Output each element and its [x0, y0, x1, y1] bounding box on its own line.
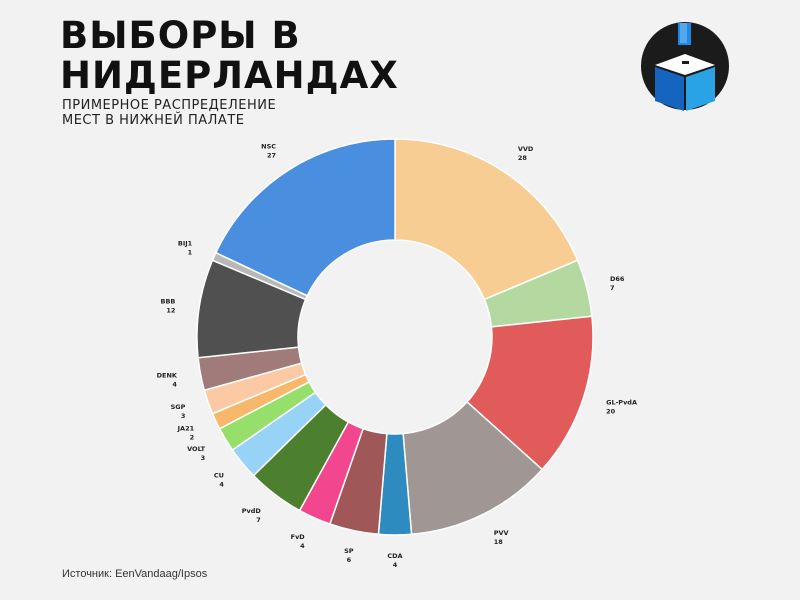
slice-value-fvd: 4	[300, 542, 305, 550]
slice-label-pvdd: PvdD	[242, 507, 262, 515]
page-subtitle: ПРИМЕРНОЕ РАСПРЕДЕЛЕНИЕ МЕСТ В НИЖНЕЙ ПА…	[62, 98, 276, 128]
title-line-1: ВЫБОРЫ В	[60, 14, 301, 57]
slice-value-vvd: 28	[518, 154, 528, 162]
slice-gl-pvda	[466, 315, 594, 471]
slice-label-pvv: PVV	[494, 529, 509, 537]
slice-value-volt: 3	[201, 454, 206, 462]
page-title: ВЫБОРЫ В НИДЕРЛАНДАХ	[60, 16, 399, 96]
slice-value-sgp: 3	[181, 412, 186, 420]
slice-label-sgp: SGP	[171, 403, 186, 411]
slice-label-bij1: BIJ1	[178, 240, 193, 248]
slice-vvd	[394, 138, 579, 301]
slice-value-pvdd: 7	[256, 516, 261, 524]
slice-label-sp: SP	[344, 547, 354, 555]
slice-label-volt: VOLT	[187, 445, 206, 453]
subtitle-line-1: ПРИМЕРНОЕ РАСПРЕДЕЛЕНИЕ	[62, 98, 277, 113]
slice-value-bbb: 12	[166, 307, 175, 315]
source-note: Источник: EenVandaag/Ipsos	[62, 568, 208, 580]
slice-label-bbb: BBB	[161, 298, 176, 306]
slice-value-pvv: 18	[494, 538, 504, 546]
slice-label-d66: D66	[610, 275, 625, 283]
slice-nsc	[214, 138, 396, 297]
slice-label-fvd: FvD	[291, 533, 306, 541]
slice-value-nsc: 27	[267, 152, 276, 160]
slice-label-cda: CDA	[387, 552, 402, 560]
slice-label-denk: DENK	[157, 372, 178, 380]
title-line-2: НИДЕРЛАНДАХ	[60, 54, 399, 97]
subtitle-line-2: МЕСТ В НИЖНЕЙ ПАЛАТЕ	[62, 113, 245, 128]
slice-value-ja21: 2	[190, 434, 195, 442]
slice-label-nsc: NSC	[261, 143, 276, 151]
slice-label-gl-pvda: GL-PvdA	[606, 399, 637, 407]
slice-value-d66: 7	[610, 284, 615, 292]
slice-labels: VVD28D667GL-PvdA20PVV18CDA4SP6FvD4PvdD7C…	[157, 143, 637, 569]
slice-value-cda: 4	[393, 561, 398, 569]
slice-label-ja21: JA21	[177, 425, 195, 433]
slice-value-cu: 4	[219, 481, 224, 489]
donut-slices	[196, 138, 594, 536]
slice-value-gl-pvda: 20	[606, 408, 616, 416]
slice-label-vvd: VVD	[518, 145, 534, 153]
slice-value-bij1: 1	[188, 249, 193, 257]
slice-value-sp: 6	[347, 556, 352, 564]
ballot-box-icon	[641, 22, 729, 111]
slice-label-cu: CU	[214, 472, 224, 480]
slice-value-denk: 4	[172, 381, 177, 389]
